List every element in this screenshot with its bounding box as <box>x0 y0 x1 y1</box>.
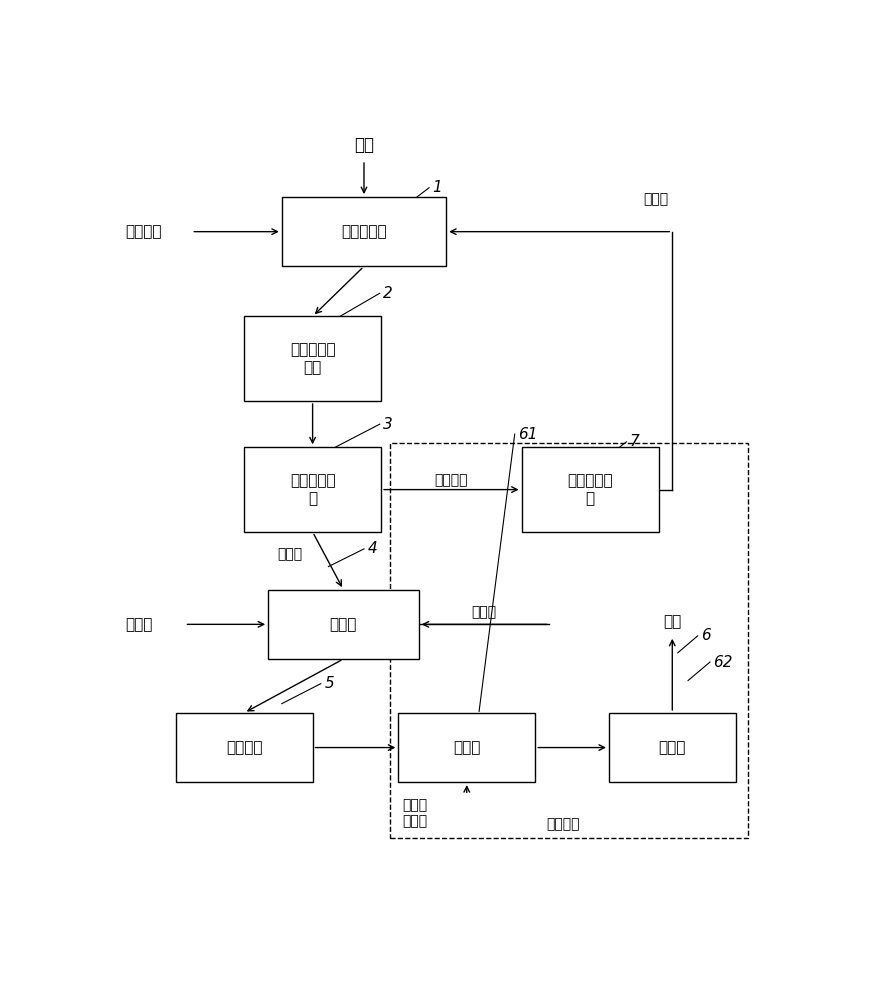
Text: 61: 61 <box>518 427 537 442</box>
Bar <box>399 713 536 782</box>
Text: 泥水分离装
置: 泥水分离装 置 <box>290 473 335 506</box>
Text: 洗涤水: 洗涤水 <box>644 192 669 206</box>
Bar <box>176 713 313 782</box>
Text: 污泥调节池: 污泥调节池 <box>341 224 387 239</box>
Text: 浓缩污泥: 浓缩污泥 <box>435 473 469 487</box>
Text: 6: 6 <box>701 628 711 643</box>
Text: 氢氧化钾: 氢氧化钾 <box>126 224 162 239</box>
Text: 调浆池: 调浆池 <box>330 617 357 632</box>
Bar <box>244 447 381 532</box>
Text: 5: 5 <box>324 676 334 691</box>
Text: 污泥: 污泥 <box>354 136 374 154</box>
Text: 挥发蒸气: 挥发蒸气 <box>546 817 579 831</box>
Bar <box>282 197 446 266</box>
Text: 7: 7 <box>629 434 639 449</box>
Bar <box>244 316 381 401</box>
Text: 冷凝水: 冷凝水 <box>471 605 497 619</box>
Text: 4: 4 <box>368 541 377 556</box>
Text: 1: 1 <box>432 180 442 195</box>
Text: 3: 3 <box>383 417 392 432</box>
Text: 62: 62 <box>713 655 733 670</box>
Bar <box>268 590 419 659</box>
Text: 磷尾矿: 磷尾矿 <box>126 617 153 632</box>
Text: 真空过滤装
置: 真空过滤装 置 <box>568 473 613 506</box>
Text: 浓缩干
燥装置: 浓缩干 燥装置 <box>402 798 428 828</box>
Bar <box>609 713 735 782</box>
Text: 成品: 成品 <box>663 615 682 630</box>
Bar <box>390 443 748 838</box>
Text: 研磨装置: 研磨装置 <box>225 740 263 755</box>
Text: 上清液: 上清液 <box>278 548 302 562</box>
Text: 超声波处理
装置: 超声波处理 装置 <box>290 342 335 375</box>
Text: 浓缩器: 浓缩器 <box>453 740 480 755</box>
Text: 2: 2 <box>383 286 392 301</box>
Bar <box>522 447 659 532</box>
Text: 干燥塔: 干燥塔 <box>659 740 686 755</box>
